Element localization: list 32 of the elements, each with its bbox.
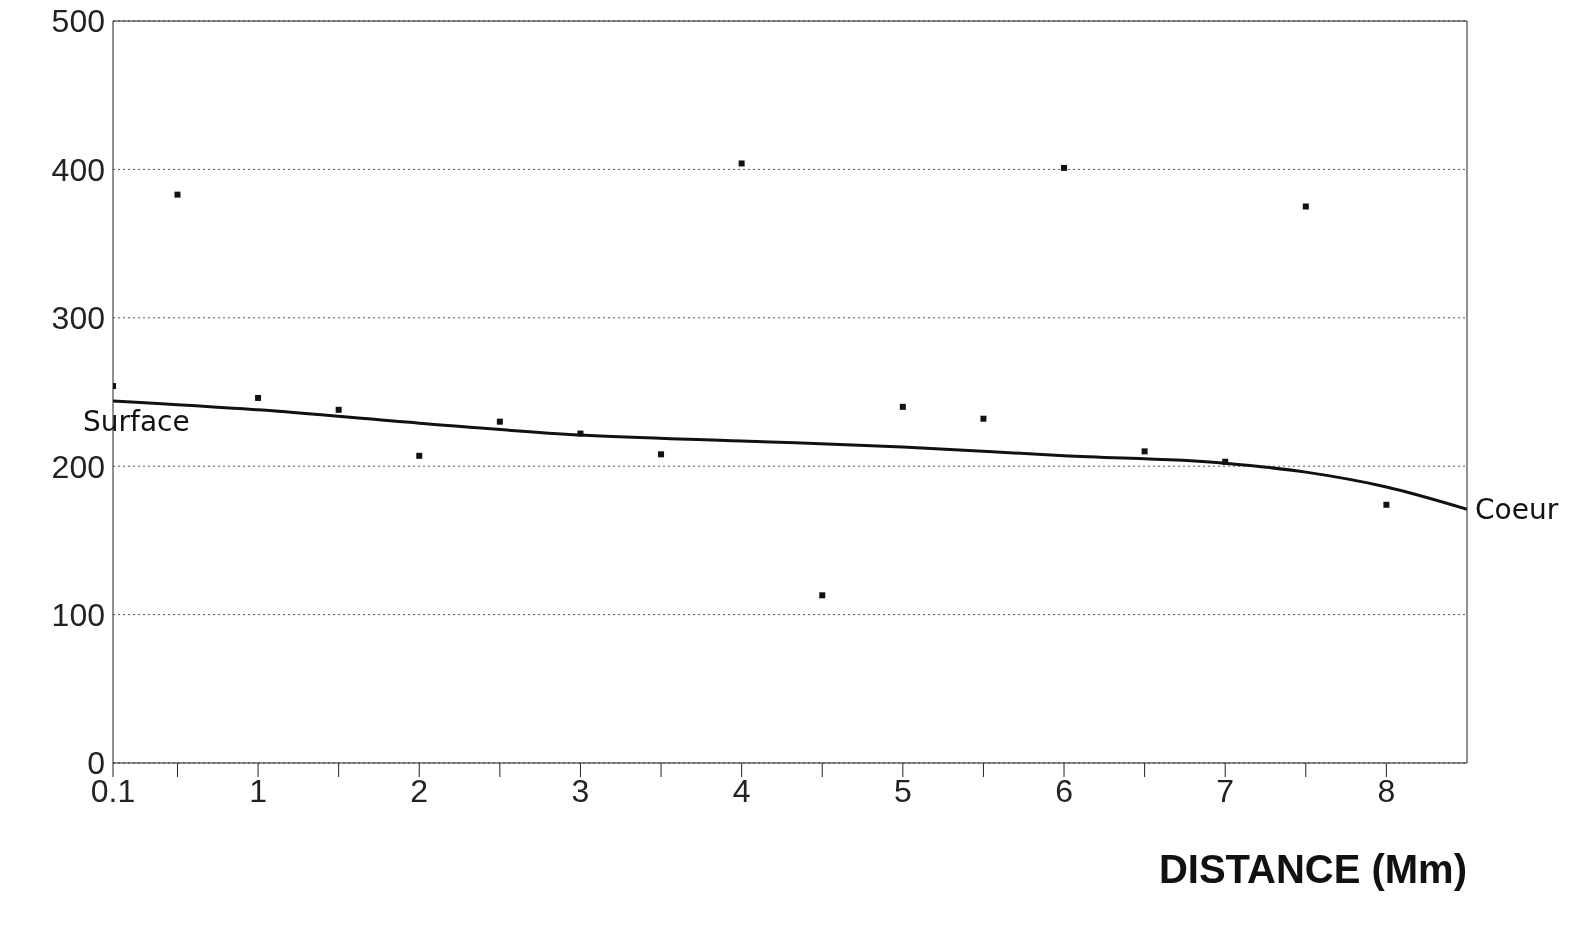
x-tick-label: 4 bbox=[732, 772, 751, 809]
point bbox=[416, 452, 423, 459]
y-tick-label: 100 bbox=[51, 596, 105, 633]
y-tick-label: 400 bbox=[51, 151, 105, 188]
point bbox=[577, 430, 584, 437]
point bbox=[658, 451, 665, 458]
point bbox=[1222, 458, 1229, 465]
x-tick-label: 8 bbox=[1377, 772, 1396, 809]
x-tick-label: 3 bbox=[571, 772, 590, 809]
point bbox=[980, 415, 987, 422]
x-tick-label: 6 bbox=[1055, 772, 1073, 809]
point bbox=[174, 191, 181, 198]
y-tick-label: 200 bbox=[51, 448, 105, 485]
point bbox=[1302, 203, 1309, 210]
point bbox=[255, 394, 262, 401]
point bbox=[899, 403, 906, 410]
point bbox=[1061, 164, 1068, 171]
point bbox=[819, 592, 826, 599]
x-tick-label: 7 bbox=[1216, 772, 1235, 809]
y-tick-label: 300 bbox=[51, 300, 105, 337]
annotation: Surface bbox=[83, 404, 190, 438]
point bbox=[335, 406, 342, 413]
x-tick-label: 1 bbox=[249, 772, 267, 809]
point bbox=[738, 160, 745, 167]
point bbox=[1383, 501, 1390, 508]
annotation: Coeur bbox=[1475, 493, 1559, 527]
x-axis-title: DISTANCE (Mm) bbox=[1158, 847, 1467, 891]
x-tick-label: 2 bbox=[410, 772, 429, 809]
x-tick-label: 5 bbox=[893, 772, 912, 809]
point bbox=[1141, 448, 1148, 455]
point bbox=[496, 418, 503, 425]
y-tick-label: 500 bbox=[51, 3, 105, 40]
